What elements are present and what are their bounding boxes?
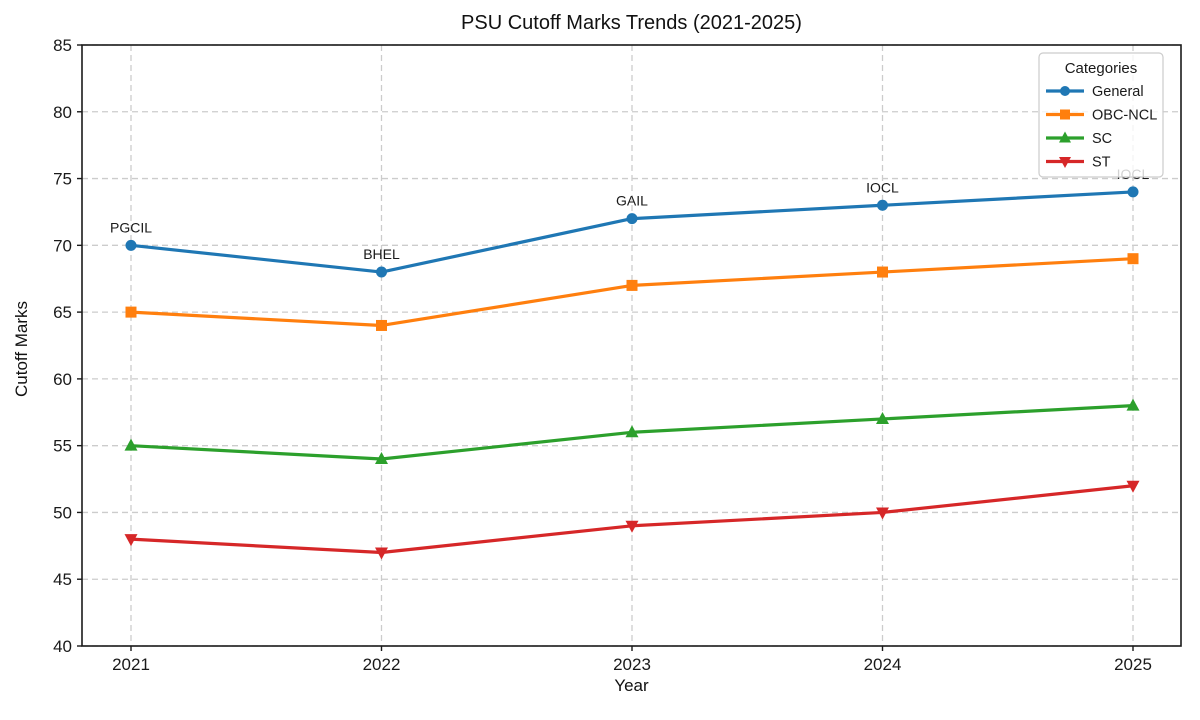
legend-entry-st: ST (1046, 155, 1111, 171)
y-tick-label: 70 (53, 236, 72, 255)
y-tick-label: 45 (53, 570, 72, 589)
data-point-marker (375, 452, 388, 465)
legend-swatch-marker (1060, 86, 1070, 96)
legend-entry-general: General (1046, 84, 1144, 100)
data-point-marker (376, 319, 387, 331)
y-tick-label: 60 (53, 370, 72, 389)
data-point-marker (1127, 253, 1139, 265)
x-tick-label: 2022 (363, 655, 401, 674)
data-point-marker (1126, 398, 1140, 411)
legend-title: Categories (1065, 60, 1138, 77)
x-axis-label: Year (614, 676, 649, 695)
x-tick-label: 2021 (112, 655, 150, 674)
legend-label: General (1092, 84, 1144, 100)
data-point-marker (626, 279, 638, 291)
y-tick-label: 40 (53, 637, 72, 656)
series-general (125, 186, 1139, 278)
chart-title: PSU Cutoff Marks Trends (2021-2025) (461, 12, 802, 34)
data-point-marker (376, 266, 387, 278)
data-point-marker (124, 534, 138, 547)
x-tick-label: 2023 (613, 655, 651, 674)
gridlines (82, 44, 1181, 647)
series-obc-ncl (125, 253, 1139, 331)
legend-entry-obc-ncl: OBC-NCL (1046, 108, 1157, 124)
data-point-marker (877, 199, 888, 211)
data-point-marker (877, 266, 888, 278)
legend-label: SC (1092, 131, 1112, 147)
data-point-marker (125, 306, 137, 318)
y-tick-label: 80 (53, 103, 72, 122)
legend-swatch-marker (1060, 109, 1070, 120)
data-point-marker (625, 425, 639, 438)
x-tick-label: 2025 (1114, 655, 1152, 674)
y-tick-label: 50 (53, 503, 72, 522)
data-point-marker (625, 520, 639, 533)
legend-label: OBC-NCL (1092, 108, 1157, 124)
annotation-iocl: IOCL (866, 179, 899, 195)
y-tick-label: 55 (53, 437, 72, 456)
legend-swatch-marker (1059, 131, 1071, 143)
axes: 40 45 50 55 60 65 70 75 80 85 2021 2022 2023 2024 2025 (53, 36, 1182, 674)
legend-label: ST (1092, 155, 1111, 171)
series-sc (124, 398, 1140, 465)
legend: Categories General OBC-NCL SC ST (1038, 52, 1164, 178)
data-point-marker (375, 547, 388, 560)
data-point-marker (125, 239, 137, 251)
legend-box (1038, 52, 1164, 178)
data-point-marker (124, 438, 138, 451)
annotation-pgcil: PGCIL (110, 219, 152, 235)
x-tick-label: 2024 (864, 655, 902, 674)
annotation-gail: GAIL (616, 193, 648, 209)
legend-swatch-marker (1059, 157, 1071, 168)
y-tick-label: 75 (53, 170, 72, 189)
legend-entry-sc: SC (1046, 131, 1112, 147)
data-point-marker (876, 507, 889, 520)
data-point-marker (1127, 186, 1139, 198)
data-point-marker (1126, 480, 1140, 493)
series-st (124, 480, 1140, 560)
data-point-marker (626, 213, 638, 225)
y-tick-label: 65 (53, 303, 72, 322)
y-tick-label: 85 (53, 36, 72, 55)
data-point-marker (876, 411, 889, 424)
annotation-bhel: BHEL (363, 246, 400, 262)
